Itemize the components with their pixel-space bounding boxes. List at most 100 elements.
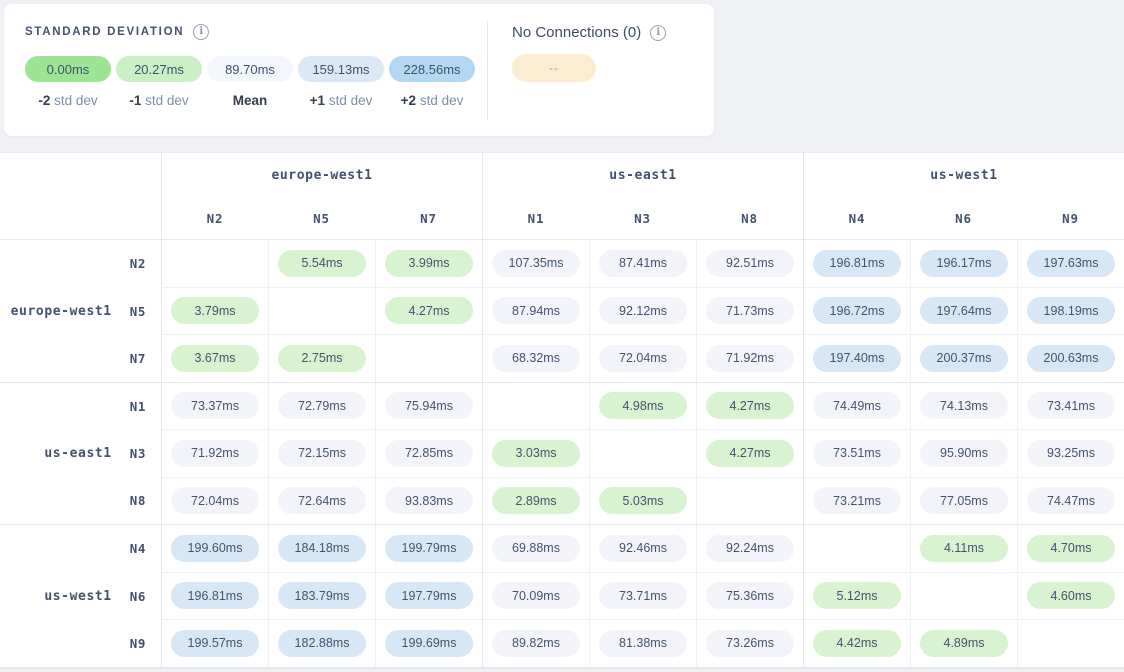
latency-pill[interactable]: 73.41ms: [1027, 392, 1115, 420]
row-node-label: N2: [129, 256, 146, 272]
latency-cell: 200.63ms: [1017, 335, 1124, 383]
latency-pill[interactable]: 71.92ms: [171, 439, 259, 467]
latency-pill[interactable]: 5.03ms: [599, 487, 687, 515]
latency-pill[interactable]: 199.79ms: [385, 534, 473, 562]
latency-pill[interactable]: 197.64ms: [920, 297, 1008, 325]
latency-pill[interactable]: 196.81ms: [171, 582, 259, 610]
latency-cell: 72.04ms: [589, 335, 696, 383]
latency-pill[interactable]: 74.49ms: [813, 392, 901, 420]
latency-pill[interactable]: 68.32ms: [492, 344, 580, 372]
latency-pill[interactable]: 73.37ms: [171, 392, 259, 420]
info-icon[interactable]: i: [650, 24, 667, 41]
latency-pill[interactable]: 72.64ms: [278, 487, 366, 515]
stddev-legend-title: STANDARD DEVIATION: [25, 26, 185, 38]
latency-pill[interactable]: 93.83ms: [385, 487, 473, 515]
info-icon[interactable]: i: [193, 24, 210, 40]
latency-cell: 81.38ms: [589, 620, 696, 668]
latency-pill[interactable]: 72.04ms: [599, 344, 687, 372]
latency-pill[interactable]: 87.41ms: [599, 249, 687, 277]
latency-pill[interactable]: 4.27ms: [706, 439, 794, 467]
latency-pill[interactable]: 199.69ms: [385, 629, 473, 657]
latency-pill[interactable]: 199.57ms: [171, 629, 259, 657]
latency-pill[interactable]: 183.79ms: [278, 582, 366, 610]
stddev-legend-section: STANDARD DEVIATION i 0.00ms 20.27ms 89.70m…: [4, 4, 487, 136]
row-header: N9: [0, 620, 161, 668]
latency-pill[interactable]: 89.82ms: [492, 629, 580, 657]
latency-pill[interactable]: 182.88ms: [278, 629, 366, 657]
latency-pill[interactable]: 4.42ms: [813, 629, 901, 657]
legend-bucket-pill: 228.56ms: [389, 56, 475, 82]
latency-pill[interactable]: 197.40ms: [813, 344, 901, 372]
latency-pill[interactable]: 4.98ms: [599, 392, 687, 420]
latency-pill[interactable]: 3.03ms: [492, 439, 580, 467]
latency-pill[interactable]: 92.51ms: [706, 249, 794, 277]
latency-pill[interactable]: 73.51ms: [813, 439, 901, 467]
latency-pill[interactable]: 200.37ms: [920, 344, 1008, 372]
latency-pill[interactable]: 87.94ms: [492, 297, 580, 325]
latency-pill[interactable]: 81.38ms: [599, 629, 687, 657]
latency-pill[interactable]: 4.60ms: [1027, 582, 1115, 610]
latency-cell: 2.89ms: [482, 477, 589, 525]
latency-pill[interactable]: 4.70ms: [1027, 534, 1115, 562]
latency-pill[interactable]: 71.92ms: [706, 344, 794, 372]
latency-pill[interactable]: 74.47ms: [1027, 487, 1115, 515]
latency-cell: 75.94ms: [375, 382, 482, 430]
column-region-header: us-west1: [803, 153, 1124, 197]
latency-pill[interactable]: 72.15ms: [278, 439, 366, 467]
latency-pill[interactable]: 3.99ms: [385, 249, 473, 277]
latency-pill[interactable]: 197.79ms: [385, 582, 473, 610]
legend-bucket-label: Mean: [232, 93, 268, 108]
latency-cell: 71.73ms: [696, 287, 803, 335]
latency-pill[interactable]: 4.11ms: [920, 534, 1008, 562]
latency-cell: 183.79ms: [268, 572, 375, 620]
latency-pill[interactable]: 199.60ms: [171, 534, 259, 562]
latency-pill[interactable]: 196.72ms: [813, 297, 901, 325]
latency-pill[interactable]: 5.12ms: [813, 582, 901, 610]
latency-pill[interactable]: 71.73ms: [706, 297, 794, 325]
latency-pill[interactable]: 2.75ms: [278, 344, 366, 372]
latency-pill[interactable]: 95.90ms: [920, 439, 1008, 467]
latency-pill[interactable]: 72.79ms: [278, 392, 366, 420]
latency-pill[interactable]: 73.26ms: [706, 629, 794, 657]
latency-pill[interactable]: 92.24ms: [706, 534, 794, 562]
latency-pill[interactable]: 184.18ms: [278, 534, 366, 562]
latency-pill[interactable]: 3.79ms: [171, 297, 259, 325]
latency-pill[interactable]: 107.35ms: [492, 249, 580, 277]
latency-cell: 74.47ms: [1017, 477, 1124, 525]
latency-cell: [803, 525, 910, 573]
latency-pill[interactable]: 4.27ms: [706, 392, 794, 420]
latency-pill[interactable]: 4.27ms: [385, 297, 473, 325]
latency-pill[interactable]: 196.81ms: [813, 249, 901, 277]
latency-pill[interactable]: 2.89ms: [492, 487, 580, 515]
latency-cell: 74.49ms: [803, 382, 910, 430]
latency-pill[interactable]: 72.04ms: [171, 487, 259, 515]
legend-bucket-pill: 0.00ms: [25, 56, 111, 82]
latency-pill[interactable]: 75.36ms: [706, 582, 794, 610]
latency-pill[interactable]: 74.13ms: [920, 392, 1008, 420]
latency-pill[interactable]: 73.21ms: [813, 487, 901, 515]
latency-cell: 196.81ms: [803, 240, 910, 288]
latency-pill[interactable]: 196.17ms: [920, 249, 1008, 277]
latency-cell: 73.21ms: [803, 477, 910, 525]
latency-pill[interactable]: 92.46ms: [599, 534, 687, 562]
latency-cell: 4.89ms: [910, 620, 1017, 668]
legend-bucket-label: +1 std dev: [309, 93, 373, 108]
latency-pill[interactable]: 75.94ms: [385, 392, 473, 420]
latency-cell: 196.72ms: [803, 287, 910, 335]
latency-pill[interactable]: 93.25ms: [1027, 439, 1115, 467]
latency-pill[interactable]: 69.88ms: [492, 534, 580, 562]
latency-pill[interactable]: 5.54ms: [278, 249, 366, 277]
latency-pill[interactable]: 200.63ms: [1027, 344, 1115, 372]
latency-pill[interactable]: 3.67ms: [171, 344, 259, 372]
latency-pill[interactable]: 70.09ms: [492, 582, 580, 610]
latency-cell: 73.51ms: [803, 430, 910, 478]
latency-pill[interactable]: 198.19ms: [1027, 297, 1115, 325]
legend-divider: [487, 21, 488, 120]
latency-cell: 182.88ms: [268, 620, 375, 668]
latency-pill[interactable]: 77.05ms: [920, 487, 1008, 515]
latency-pill[interactable]: 72.85ms: [385, 439, 473, 467]
latency-pill[interactable]: 92.12ms: [599, 297, 687, 325]
latency-pill[interactable]: 4.89ms: [920, 629, 1008, 657]
latency-pill[interactable]: 73.71ms: [599, 582, 687, 610]
latency-pill[interactable]: 197.63ms: [1027, 249, 1115, 277]
